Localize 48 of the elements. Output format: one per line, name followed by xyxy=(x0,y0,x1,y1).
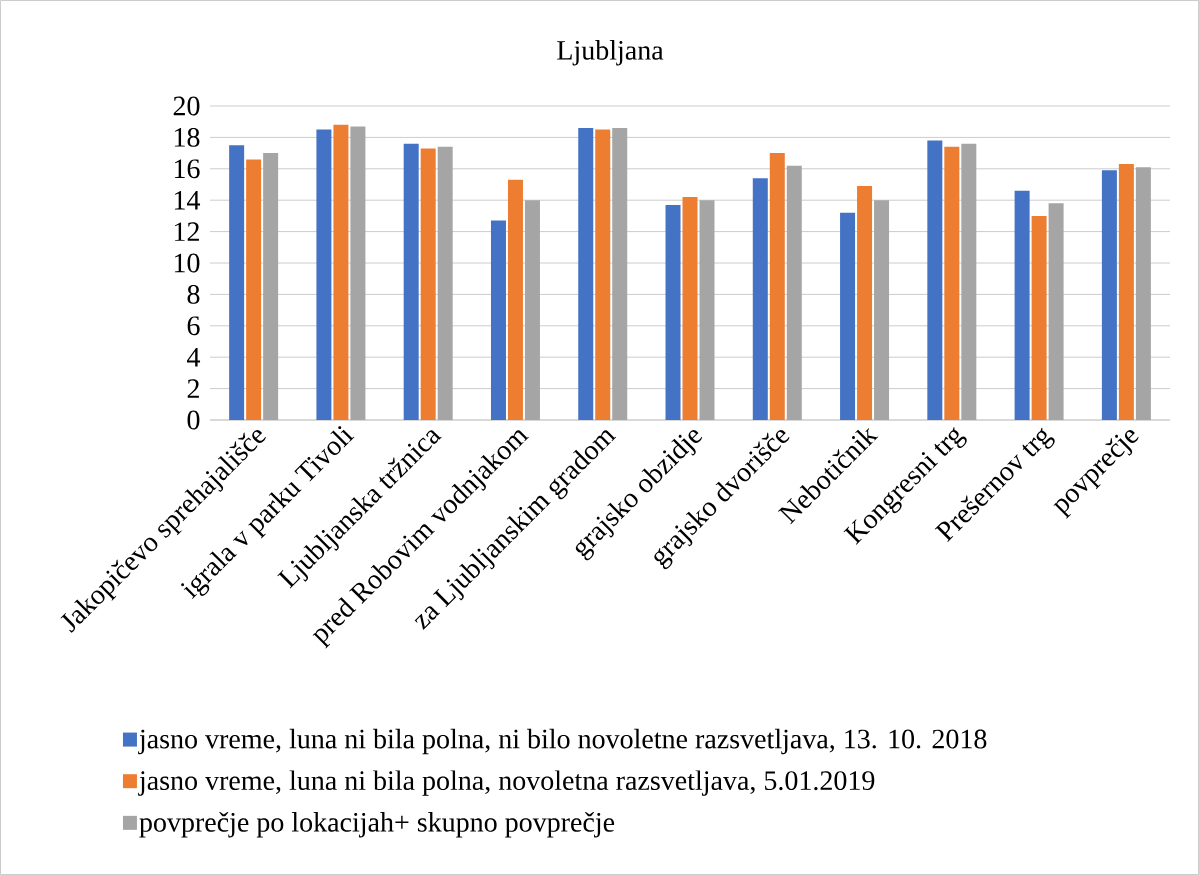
bar xyxy=(682,197,698,420)
bar xyxy=(874,200,890,420)
y-tick-label: 18 xyxy=(174,127,200,147)
bar xyxy=(840,212,856,420)
bar xyxy=(437,146,453,420)
y-tick-label: 6 xyxy=(187,316,200,336)
y-tick-label: 10 xyxy=(174,253,200,273)
y-tick-label: 2 xyxy=(187,379,199,398)
y-tick-label: 20 xyxy=(173,96,200,116)
legend-label: povprečje po lokacijah+ skupno povprečje xyxy=(139,811,615,838)
bar xyxy=(595,129,611,420)
bar xyxy=(961,143,977,420)
y-tick-label: 14 xyxy=(174,190,201,210)
y-tick-label: 16 xyxy=(174,159,200,179)
bar xyxy=(229,145,245,420)
y-tick-label: 0 xyxy=(187,410,200,430)
bar xyxy=(1048,203,1064,420)
bar xyxy=(752,178,768,420)
bar xyxy=(524,200,540,420)
bar xyxy=(403,143,419,420)
bar xyxy=(507,179,523,420)
chart-title: Ljubljana xyxy=(557,40,664,66)
bar xyxy=(246,159,262,420)
bar xyxy=(769,153,785,420)
legend-label: jasno vreme, luna ni bila polna, ni bilo novoletne razsvetljava, 13. 10. 2018 xyxy=(138,728,987,755)
bar xyxy=(786,165,802,420)
bar xyxy=(944,146,960,420)
bar xyxy=(1031,215,1047,420)
bar xyxy=(333,124,349,420)
bar xyxy=(857,186,873,420)
bar xyxy=(1118,164,1134,420)
bar xyxy=(578,127,594,420)
bar xyxy=(1101,170,1117,420)
y-tick-label: 8 xyxy=(187,284,200,304)
bar xyxy=(612,127,628,420)
bar xyxy=(420,148,436,420)
bar xyxy=(699,200,715,420)
bar xyxy=(350,126,366,420)
bar xyxy=(665,204,681,420)
bar xyxy=(1014,190,1030,420)
legend-label: jasno vreme, luna ni bila polna, novoletna razsvetljava, 5.01.2019 xyxy=(138,770,875,796)
y-tick-label: 12 xyxy=(174,222,199,241)
bar xyxy=(263,153,279,420)
bar xyxy=(490,220,506,420)
bar xyxy=(927,140,943,420)
y-tick-label: 4 xyxy=(187,347,201,367)
bar xyxy=(1135,167,1151,420)
bar xyxy=(316,129,332,420)
